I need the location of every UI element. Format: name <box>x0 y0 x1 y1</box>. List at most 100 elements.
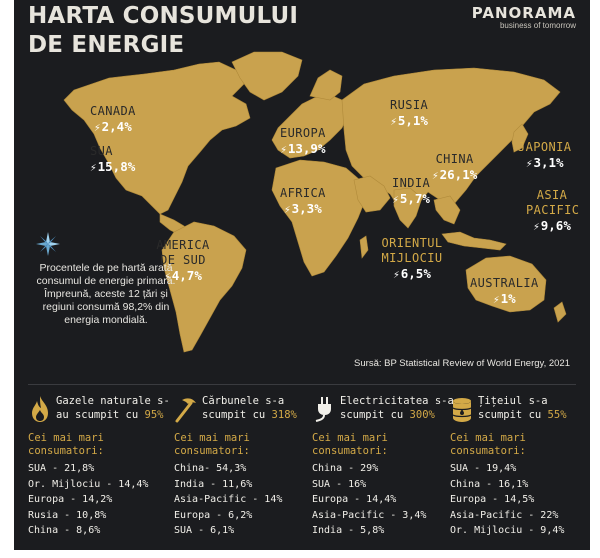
region-value: 1% <box>500 291 516 306</box>
list-item: Europa - 6,2% <box>174 509 253 521</box>
bolt-icon: ⚡ <box>90 161 97 174</box>
consumer-list: SUA - 21,8% Or. Mijlociu - 14,4% Europa … <box>28 461 173 539</box>
region-value: 5,1% <box>397 113 428 128</box>
north-america-shape <box>63 61 251 215</box>
region-name: INDIA <box>392 176 431 190</box>
column-percent: 300% <box>409 409 435 421</box>
region-india: INDIA ⚡5,7% <box>392 176 430 207</box>
bolt-icon: ⚡ <box>432 169 439 182</box>
region-name: ORIENTUL MIJLOCIU <box>381 236 443 265</box>
source-citation: Sursă: BP Statistical Review of World En… <box>354 358 570 369</box>
brand-tagline: business of tomorrow <box>499 21 576 30</box>
consumer-list: SUA - 19,4% China - 16,1% Europa - 14,5%… <box>450 461 586 539</box>
list-item: Or. Mijlociu - 14,4% <box>28 478 149 490</box>
region-europe: EUROPA ⚡13,9% <box>280 126 326 157</box>
list-item: Or. Mijlociu - 9,4% <box>450 525 565 536</box>
japan-shape <box>511 123 529 153</box>
region-value: 26,1% <box>439 167 478 182</box>
africa-shape <box>271 159 367 277</box>
brand-name: PANORAMA <box>471 4 576 22</box>
region-value: 3,3% <box>291 201 322 216</box>
region-usa: SUA ⚡15,8% <box>90 144 135 175</box>
list-item: India - 11,6% <box>174 478 253 490</box>
bolt-icon: ⚡ <box>392 193 399 206</box>
column-oil: Țițeiul s-a scumpit cu 55% Cei mai mari … <box>450 394 586 539</box>
region-name: CANADA <box>90 104 136 118</box>
bolt-icon: ⚡ <box>284 203 291 216</box>
title-line-2: DE ENERGIE <box>28 32 185 58</box>
column-electricity: Electricitatea s-a scumpit cu 300% Cei m… <box>312 394 457 539</box>
list-item: SUA - 6,1% <box>174 525 235 536</box>
bolt-icon: ⚡ <box>525 157 533 170</box>
column-title: Țițeiul s-a scumpit cu <box>478 395 548 421</box>
title-line-1: HARTA CONSUMULUI <box>28 3 299 29</box>
column-percent: 55% <box>547 409 567 421</box>
list-item: Europa - 14,5% <box>450 494 535 505</box>
region-asia-pacific: ASIA PACIFIC ⚡9,6% <box>526 188 580 234</box>
region-name: AMERICA DE SUD <box>156 238 210 267</box>
region-value: 2,4% <box>101 119 132 134</box>
divider <box>28 384 576 385</box>
region-japan: JAPONIA ⚡3,1% <box>518 140 571 171</box>
column-subtitle: Cei mai mari consumatori: <box>450 432 526 457</box>
list-item: China - 16,1% <box>450 478 529 490</box>
plug-icon <box>315 397 331 422</box>
pickaxe-icon <box>175 398 196 423</box>
column-percent: 318% <box>271 409 297 421</box>
region-name: RUSIA <box>390 98 429 112</box>
region-canada: CANADA ⚡2,4% <box>90 104 136 135</box>
column-title: Cărbunele s-a scumpit cu <box>202 395 285 421</box>
bolt-icon: ⚡ <box>94 121 101 134</box>
new-zealand-shape <box>553 301 567 323</box>
region-name: ASIA PACIFIC <box>526 188 580 217</box>
consumer-list: China- 54,3% India - 11,6% Asia-Pacific … <box>174 461 319 539</box>
indonesia-shape <box>441 231 507 251</box>
page-title: HARTA CONSUMULUI DE ENERGIE <box>28 2 298 60</box>
compass-icon <box>36 232 60 256</box>
column-subtitle: Cei mai mari consumatori: <box>174 432 250 457</box>
brand-logo: PANORAMA business of tomorrow <box>472 4 576 30</box>
region-australia: AUSTRALIA ⚡1% <box>470 276 539 307</box>
world-map <box>63 51 567 353</box>
list-item: India - 5,8% <box>312 525 385 536</box>
bolt-icon: ⚡ <box>164 270 171 283</box>
region-value: 15,8% <box>97 159 136 174</box>
south-america-shape <box>161 221 247 353</box>
region-africa: AFRICA ⚡3,3% <box>280 186 326 217</box>
region-name: AUSTRALIA <box>470 276 539 290</box>
region-value: 4,7% <box>171 268 202 283</box>
region-name: AFRICA <box>280 186 326 200</box>
oil-barrel-icon <box>452 398 472 422</box>
list-item: China - 29% <box>312 463 379 474</box>
column-coal: Cărbunele s-a scumpit cu 318% Cei mai ma… <box>174 394 319 539</box>
list-item: SUA - 21,8% <box>28 463 95 474</box>
region-value: 3,1% <box>533 155 564 170</box>
column-gas: Gazele naturale s-au scumpit cu 95% Cei … <box>28 394 173 539</box>
india-shape <box>393 187 423 229</box>
consumer-list: China - 29% SUA - 16% Europa - 14,4% Asi… <box>312 461 457 539</box>
map-note: Procentele de pe hartă arată consumul de… <box>36 262 176 326</box>
column-title: Gazele naturale s-au scumpit cu <box>56 395 170 421</box>
bolt-icon: ⚡ <box>390 115 397 128</box>
column-percent: 95% <box>144 409 164 421</box>
greenland-shape <box>231 51 303 101</box>
column-title: Electricitatea s-a scumpit cu <box>340 395 454 421</box>
region-name: SUA <box>90 144 113 158</box>
infographic: HARTA CONSUMULUI DE ENERGIE PANORAMA bus… <box>14 0 590 550</box>
region-russia: RUSIA ⚡5,1% <box>390 98 428 129</box>
list-item: Europa - 14,2% <box>28 494 113 505</box>
australia-shape <box>465 255 547 313</box>
region-value: 6,5% <box>400 266 431 281</box>
region-south-america: AMERICA DE SUD ⚡4,7% <box>150 238 216 284</box>
list-item: Asia-Pacific - 22% <box>450 509 559 521</box>
bolt-icon: ⚡ <box>280 143 287 156</box>
flame-icon <box>32 396 48 422</box>
region-name: CHINA <box>435 152 474 166</box>
region-value: 9,6% <box>540 218 571 233</box>
region-middle-east: ORIENTUL MIJLOCIU ⚡6,5% <box>376 236 448 282</box>
bolt-icon: ⚡ <box>393 268 400 281</box>
madagascar-shape <box>359 235 369 259</box>
arabia-shape <box>353 175 391 213</box>
list-item: Asia-Pacific - 14% <box>174 494 283 505</box>
list-item: SUA - 19,4% <box>450 463 517 474</box>
